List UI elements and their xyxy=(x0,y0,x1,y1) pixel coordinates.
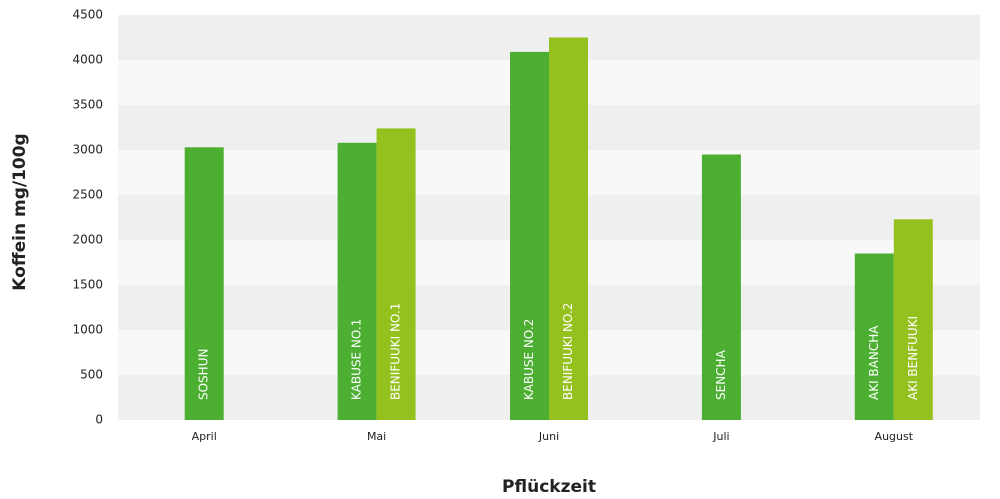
x-tick-label: August xyxy=(875,430,914,443)
bar xyxy=(184,147,224,421)
bar-label: BENIFUUKI NO.1 xyxy=(389,303,403,400)
y-tick-label: 1000 xyxy=(72,323,103,337)
bar xyxy=(893,219,933,420)
y-tick-label: 2500 xyxy=(72,188,103,202)
bar-label: SENCHA xyxy=(714,349,728,400)
bar-label: KABUSE NO.1 xyxy=(350,319,364,400)
bar-label: SOSHUN xyxy=(197,349,211,400)
y-tick-label: 500 xyxy=(80,368,103,382)
x-tick-label: Juni xyxy=(538,430,559,443)
x-axis-label: Pflückzeit xyxy=(502,477,596,497)
y-tick-label: 3000 xyxy=(72,143,103,157)
y-tick-label: 3500 xyxy=(72,98,103,112)
x-tick-label: Juli xyxy=(712,430,729,443)
x-tick-label: Mai xyxy=(367,430,386,443)
y-tick-label: 4500 xyxy=(72,8,103,22)
x-tick-label: April xyxy=(192,430,217,443)
bar-label: AKI BENFUUKI xyxy=(906,316,920,400)
y-tick-label: 0 xyxy=(95,413,103,427)
bar-label: KABUSE NO.2 xyxy=(522,319,536,400)
bar-label: BENIFUUKI NO.2 xyxy=(561,303,575,400)
bar-label: AKI BANCHA xyxy=(867,325,881,400)
bar xyxy=(854,253,894,420)
bar xyxy=(549,37,588,420)
bar xyxy=(510,51,549,421)
y-axis-label: Koffein mg/100g xyxy=(10,133,30,290)
bar xyxy=(376,128,416,420)
bar xyxy=(337,142,377,421)
bar xyxy=(701,154,741,420)
y-tick-label: 1500 xyxy=(72,278,103,292)
y-tick-label: 4000 xyxy=(72,53,103,67)
y-tick-label: 2000 xyxy=(72,233,103,247)
